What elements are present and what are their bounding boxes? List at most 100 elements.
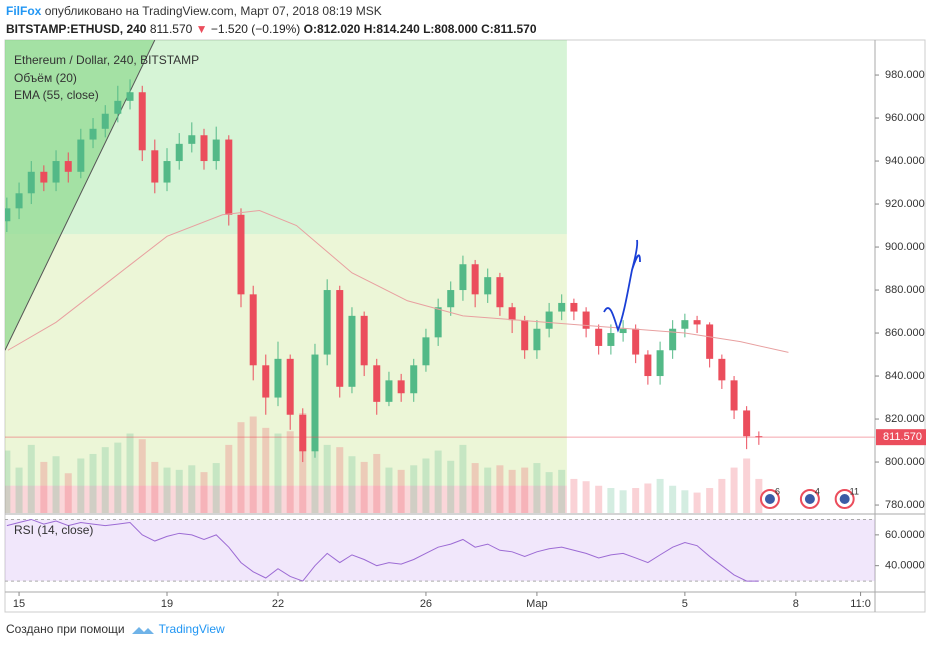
volume-bar bbox=[151, 461, 159, 513]
candle-body bbox=[385, 380, 393, 402]
candle-body bbox=[595, 328, 603, 346]
x-tick-label: 22 bbox=[272, 598, 284, 610]
made-with: Создано при помощи bbox=[6, 622, 125, 636]
volume-bar bbox=[299, 413, 307, 513]
event-count: 11 bbox=[850, 486, 859, 496]
volume-bar bbox=[5, 450, 11, 513]
candle-body bbox=[619, 328, 627, 334]
volume-bar bbox=[545, 472, 553, 513]
x-tick-label: 5 bbox=[682, 598, 688, 610]
candle-body bbox=[323, 290, 331, 355]
candle-body bbox=[422, 337, 430, 366]
ohlc: O:812.020 bbox=[303, 22, 361, 36]
candle-body bbox=[484, 277, 492, 295]
volume-bar bbox=[718, 478, 726, 513]
change: −1.520 (−0.19%) bbox=[210, 22, 301, 36]
volume-bar bbox=[434, 450, 442, 513]
volume-bar bbox=[558, 469, 566, 513]
candle-body bbox=[743, 410, 751, 437]
candle-body bbox=[15, 193, 23, 209]
volume-bar bbox=[64, 473, 72, 513]
candle-body bbox=[521, 320, 529, 351]
candle-body bbox=[447, 290, 455, 308]
candle-body bbox=[163, 161, 171, 183]
y-tick-label: 980.000 bbox=[885, 69, 925, 81]
y-tick-label: 860.000 bbox=[885, 327, 925, 339]
candle-body bbox=[693, 320, 701, 325]
event-count: 6 bbox=[775, 486, 780, 496]
candle-body bbox=[200, 135, 208, 162]
candle-body bbox=[718, 358, 726, 381]
chart: 780.000 800.000 820.000 840.000 860.000 880.0… bbox=[4, 39, 926, 613]
y-tick-label: 840.000 bbox=[885, 370, 925, 382]
volume-bar bbox=[373, 453, 381, 513]
candle-body bbox=[188, 135, 196, 144]
author[interactable]: FilFox bbox=[6, 4, 42, 18]
candle-body bbox=[151, 150, 159, 183]
volume-bar bbox=[323, 444, 331, 513]
volume-bar bbox=[188, 465, 196, 513]
volume-bar bbox=[311, 438, 319, 513]
candle-body bbox=[730, 380, 738, 411]
candle-body bbox=[459, 264, 467, 291]
volume-bar bbox=[274, 433, 282, 513]
candle-body bbox=[336, 290, 344, 387]
volume-bar bbox=[52, 456, 60, 513]
volume-bar bbox=[508, 469, 516, 513]
volume-bar bbox=[632, 488, 640, 513]
volume-bar bbox=[360, 461, 368, 513]
volume-bar bbox=[15, 467, 23, 513]
volume-bar bbox=[348, 456, 356, 513]
candle-body bbox=[249, 294, 257, 366]
arrow: ▼ bbox=[195, 22, 208, 36]
volume-bar bbox=[163, 467, 171, 513]
volume-bar bbox=[77, 458, 85, 513]
candle-body bbox=[669, 328, 677, 351]
volume-bar bbox=[200, 472, 208, 513]
candle-body bbox=[434, 307, 442, 338]
volume-bar bbox=[496, 465, 504, 513]
candle-body bbox=[138, 92, 146, 151]
candle-body bbox=[225, 139, 233, 215]
rsi-tick-label: 60.0000 bbox=[885, 529, 925, 541]
candle-body bbox=[5, 208, 11, 222]
volume-bar bbox=[385, 467, 393, 513]
published: опубликовано на TradingView.com, Март 07… bbox=[44, 4, 382, 18]
hand-drawing bbox=[603, 239, 641, 333]
candle-body bbox=[274, 358, 282, 398]
y-tick-label: 780.000 bbox=[885, 499, 925, 511]
candle-body bbox=[582, 311, 590, 329]
candle-body bbox=[64, 161, 72, 172]
event-flag bbox=[839, 494, 850, 504]
volume-bar bbox=[27, 444, 35, 513]
rsi-band bbox=[5, 519, 875, 582]
candle-body bbox=[373, 365, 381, 402]
event-flag bbox=[804, 494, 815, 504]
volume-bar bbox=[447, 460, 455, 513]
symbol-line: BITSTAMP:ETHUSD, 240 811.570 ▼ −1.520 (−… bbox=[6, 22, 537, 36]
volume-bar bbox=[582, 481, 590, 513]
candle-body bbox=[632, 328, 640, 355]
x-tick-label: 26 bbox=[420, 598, 432, 610]
volume-bar bbox=[114, 442, 122, 513]
volume-bar bbox=[607, 488, 615, 513]
volume-bar bbox=[743, 458, 751, 513]
candle-body bbox=[348, 315, 356, 387]
event-count: 4 bbox=[815, 486, 820, 496]
price-pane bbox=[5, 40, 789, 513]
brand[interactable]: TradingView bbox=[158, 622, 225, 636]
footer: Создано при помощи TradingView bbox=[6, 622, 225, 636]
volume-bar bbox=[262, 427, 270, 513]
volume-bar bbox=[212, 463, 220, 513]
y-tick-label: 940.000 bbox=[885, 155, 925, 167]
volume-bar bbox=[126, 433, 134, 513]
logo bbox=[132, 626, 155, 634]
volume-bar bbox=[730, 467, 738, 513]
volume-bar bbox=[138, 439, 146, 513]
candle-body bbox=[570, 302, 578, 312]
volume-bar bbox=[595, 485, 603, 513]
x-tick-label: Мар bbox=[526, 598, 548, 610]
candle-body bbox=[237, 214, 245, 295]
pane-title: Ethereum / Dollar, 240, BITSTAMP bbox=[14, 53, 199, 67]
volume-bar bbox=[533, 463, 541, 513]
